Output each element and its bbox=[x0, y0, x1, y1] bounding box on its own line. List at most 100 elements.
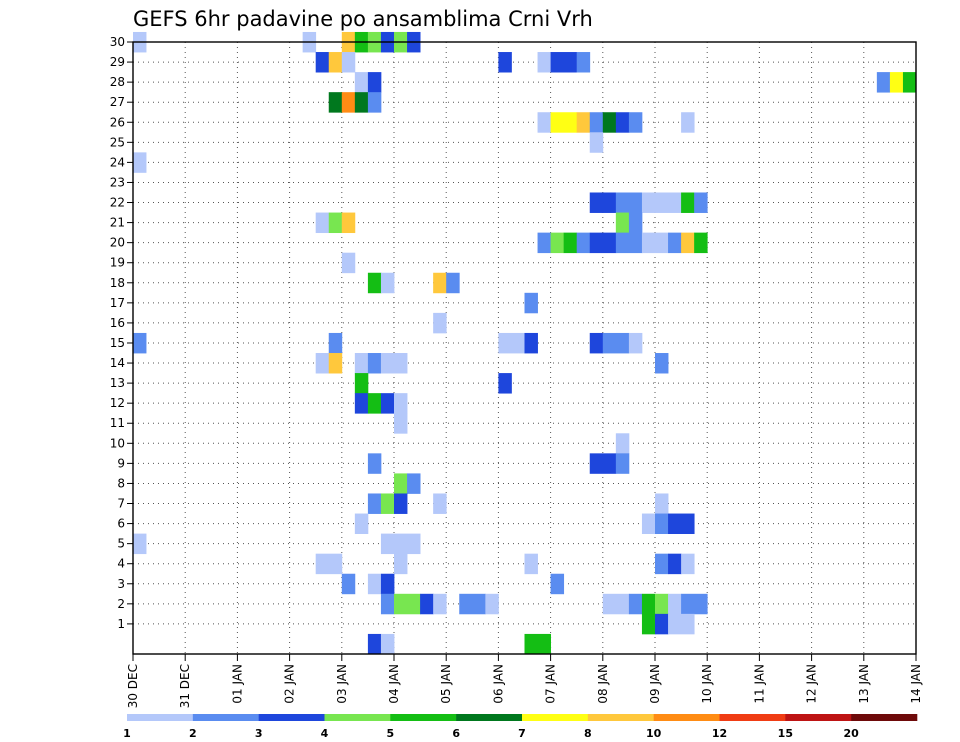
data-cell bbox=[681, 232, 695, 254]
x-tick-label: 31 DEC bbox=[178, 664, 192, 708]
data-cell bbox=[602, 593, 630, 615]
colorbar-segment bbox=[719, 714, 786, 721]
grid-lines bbox=[133, 41, 916, 654]
x-tick-label: 05 JAN bbox=[439, 664, 453, 704]
y-tick-label: 6 bbox=[117, 517, 125, 531]
data-cell bbox=[628, 112, 643, 133]
data-cell bbox=[498, 332, 525, 354]
data-cell bbox=[133, 533, 147, 555]
x-tick-label: 03 JAN bbox=[335, 664, 349, 704]
y-tick-label: 25 bbox=[110, 135, 125, 149]
data-cell bbox=[380, 533, 421, 555]
data-cell bbox=[524, 292, 538, 314]
data-cell bbox=[589, 332, 604, 354]
data-cell bbox=[380, 353, 408, 374]
data-cell bbox=[354, 72, 369, 93]
data-cell bbox=[354, 393, 369, 414]
data-cell bbox=[889, 72, 904, 93]
data-cell bbox=[524, 332, 538, 354]
colorbar-segment bbox=[456, 714, 523, 721]
data-cell bbox=[394, 393, 408, 414]
colorbar-segment bbox=[324, 714, 391, 721]
data-cell bbox=[537, 112, 551, 133]
data-cell bbox=[315, 553, 343, 575]
data-cell bbox=[380, 633, 395, 655]
x-tick-label: 04 JAN bbox=[387, 664, 401, 704]
data-cell bbox=[367, 633, 382, 655]
data-cell bbox=[655, 613, 669, 635]
data-cell bbox=[641, 613, 656, 635]
x-tick-labels: 30 DEC 31 DEC 01 JAN 02 JAN 03 JAN 04 JAN 05 J… bbox=[126, 654, 923, 708]
data-cell bbox=[367, 573, 382, 595]
y-tick-label: 18 bbox=[110, 276, 125, 290]
y-tick-label: 27 bbox=[110, 95, 125, 109]
x-tick-label: 11 JAN bbox=[752, 664, 766, 704]
data-cell bbox=[615, 232, 643, 254]
data-cell bbox=[315, 52, 330, 73]
x-tick-label: 13 JAN bbox=[857, 664, 871, 704]
data-cell bbox=[602, 112, 617, 133]
data-cell bbox=[537, 232, 551, 254]
data-cell bbox=[446, 272, 460, 294]
data-cell bbox=[367, 72, 382, 93]
y-tick-label: 2 bbox=[117, 597, 125, 611]
data-cell bbox=[341, 52, 356, 73]
y-tick-label: 19 bbox=[110, 256, 125, 270]
y-tick-label: 10 bbox=[110, 436, 125, 450]
data-cell bbox=[615, 192, 643, 213]
y-tick-label: 1 bbox=[117, 617, 125, 631]
colorbar-segment bbox=[127, 714, 194, 721]
colorbar-segment bbox=[851, 714, 918, 721]
x-tick-label: 09 JAN bbox=[648, 664, 662, 704]
data-cell bbox=[394, 473, 408, 494]
data-cell bbox=[485, 593, 499, 615]
y-tick-label: 5 bbox=[117, 537, 125, 551]
data-cell bbox=[681, 553, 695, 575]
data-cell bbox=[628, 212, 643, 234]
colorbar-segment bbox=[785, 714, 852, 721]
data-cell bbox=[655, 493, 669, 514]
colorbar-segment bbox=[258, 714, 325, 721]
data-cell bbox=[420, 593, 434, 615]
colorbar-label: 5 bbox=[387, 727, 395, 740]
data-cell bbox=[641, 192, 682, 213]
y-tick-label: 12 bbox=[110, 396, 125, 410]
y-tick-label: 8 bbox=[117, 476, 125, 490]
data-cell bbox=[641, 593, 656, 615]
data-cell bbox=[589, 453, 617, 474]
data-cell bbox=[641, 232, 669, 254]
y-tick-label: 15 bbox=[110, 336, 125, 350]
x-tick-label: 12 JAN bbox=[805, 664, 819, 704]
x-tick-label: 07 JAN bbox=[544, 664, 558, 704]
data-cell bbox=[537, 52, 551, 73]
data-cell bbox=[407, 473, 421, 494]
data-cell bbox=[380, 573, 395, 595]
x-tick-label: 01 JAN bbox=[230, 664, 244, 704]
data-cell bbox=[328, 212, 343, 234]
data-cell bbox=[628, 593, 643, 615]
data-cell bbox=[668, 613, 695, 635]
data-cell bbox=[367, 92, 382, 113]
data-cell bbox=[498, 373, 512, 394]
data-cell bbox=[615, 433, 630, 454]
colorbar-label: 6 bbox=[452, 727, 460, 740]
data-cell bbox=[328, 52, 343, 73]
data-cell bbox=[602, 332, 630, 354]
data-cell bbox=[328, 92, 343, 113]
data-cell bbox=[433, 593, 447, 615]
data-cell bbox=[563, 232, 578, 254]
colorbar-segment bbox=[587, 714, 654, 721]
data-cell bbox=[367, 272, 382, 294]
y-tick-label: 24 bbox=[110, 155, 125, 169]
data-cell bbox=[498, 52, 512, 73]
data-cell bbox=[341, 573, 356, 595]
y-tick-labels: 1234567891011121314151617181920212223242… bbox=[110, 35, 133, 631]
data-cell bbox=[433, 312, 447, 334]
y-tick-label: 20 bbox=[110, 236, 125, 250]
y-tick-label: 7 bbox=[117, 497, 125, 511]
data-cell bbox=[589, 112, 604, 133]
data-cell bbox=[681, 112, 695, 133]
y-tick-label: 4 bbox=[117, 557, 125, 571]
x-tick-label: 06 JAN bbox=[491, 664, 505, 704]
data-cell bbox=[550, 112, 578, 133]
